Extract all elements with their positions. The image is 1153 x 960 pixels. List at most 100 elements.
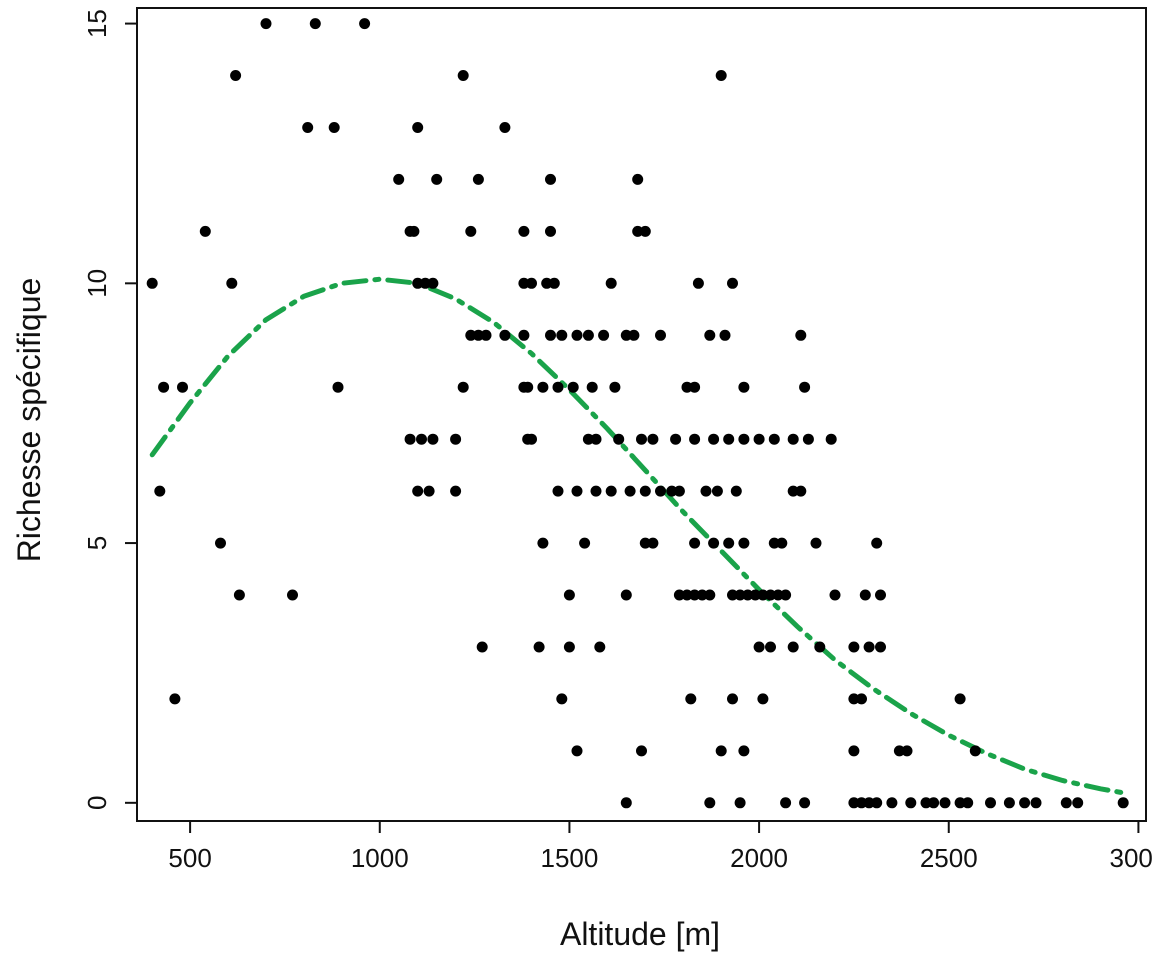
data-point <box>526 433 537 445</box>
data-point <box>499 329 511 341</box>
data-point <box>416 433 427 445</box>
data-point <box>427 433 439 445</box>
data-point <box>431 173 443 185</box>
data-point <box>590 485 602 497</box>
data-point <box>780 797 792 809</box>
data-point <box>632 173 644 185</box>
data-point <box>545 225 556 237</box>
data-point <box>875 589 886 601</box>
y-tick-label: 0 <box>82 796 112 810</box>
data-point <box>723 537 735 549</box>
data-point <box>1030 797 1042 809</box>
plot-frame <box>136 7 1147 822</box>
data-point <box>579 537 591 549</box>
data-point <box>939 797 951 809</box>
data-point <box>647 433 659 445</box>
data-point <box>450 433 462 445</box>
y-axis-label: Richesse spécifique <box>11 278 47 563</box>
data-point <box>700 485 712 497</box>
data-point <box>848 693 860 705</box>
data-point <box>457 70 469 81</box>
data-point <box>552 485 564 497</box>
data-point <box>423 485 435 497</box>
data-point <box>727 589 738 601</box>
data-point <box>328 122 340 133</box>
x-axis-label: Altitude [m] <box>560 916 720 952</box>
data-point <box>177 381 188 393</box>
data-point <box>689 589 701 601</box>
data-point <box>533 641 545 653</box>
data-point <box>795 485 807 497</box>
data-point <box>673 589 685 601</box>
data-point <box>548 277 560 289</box>
data-point <box>738 433 750 445</box>
data-point <box>605 485 617 497</box>
data-point <box>472 173 484 185</box>
data-point <box>715 745 727 757</box>
data-point <box>727 693 738 705</box>
data-point <box>522 381 534 393</box>
data-point <box>518 225 530 237</box>
data-point <box>590 433 602 445</box>
data-point <box>799 381 811 393</box>
data-point <box>465 329 477 341</box>
data-point <box>753 433 765 445</box>
data-point <box>146 277 158 289</box>
data-point <box>408 225 420 237</box>
data-point <box>537 537 549 549</box>
data-point <box>609 381 621 393</box>
data-point <box>871 797 883 809</box>
data-point <box>708 537 720 549</box>
data-point <box>814 641 826 653</box>
data-point <box>230 70 242 81</box>
data-point <box>620 589 632 601</box>
data-point <box>1060 797 1072 809</box>
data-point <box>571 329 583 341</box>
data-point <box>636 433 647 445</box>
data-point <box>928 797 940 809</box>
data-point <box>738 537 750 549</box>
y-tick-label: 5 <box>82 536 112 550</box>
data-point <box>1019 797 1031 809</box>
data-point <box>302 122 314 133</box>
data-point <box>226 277 238 289</box>
data-point <box>863 641 875 653</box>
data-point <box>563 641 575 653</box>
data-point <box>571 485 583 497</box>
data-point <box>537 381 549 393</box>
data-point <box>780 589 792 601</box>
data-point <box>412 485 424 497</box>
data-point <box>427 277 439 289</box>
data-point <box>556 693 568 705</box>
data-point <box>567 381 579 393</box>
data-point <box>526 277 537 289</box>
data-point <box>499 122 511 133</box>
data-point <box>636 745 647 757</box>
data-point <box>666 485 678 497</box>
data-point <box>787 641 799 653</box>
data-point <box>829 589 841 601</box>
data-point <box>518 277 530 289</box>
data-point <box>620 797 632 809</box>
data-point <box>465 225 477 237</box>
data-point <box>753 641 765 653</box>
data-point <box>158 381 170 393</box>
data-point <box>613 433 625 445</box>
data-point <box>582 433 594 445</box>
data-point <box>552 381 564 393</box>
data-point <box>563 589 575 601</box>
data-point <box>1072 797 1084 809</box>
data-point <box>332 381 344 393</box>
data-point <box>571 745 583 757</box>
data-point <box>765 589 776 601</box>
data-point <box>920 797 932 809</box>
data-point <box>404 433 416 445</box>
data-point <box>692 277 704 289</box>
x-tick-label: 2500 <box>920 843 978 873</box>
x-tick-label: 2000 <box>730 843 788 873</box>
data-point <box>605 277 617 289</box>
y-axis: 0 5 10 15 <box>82 9 138 810</box>
data-point <box>704 329 716 341</box>
data-point <box>863 797 875 809</box>
